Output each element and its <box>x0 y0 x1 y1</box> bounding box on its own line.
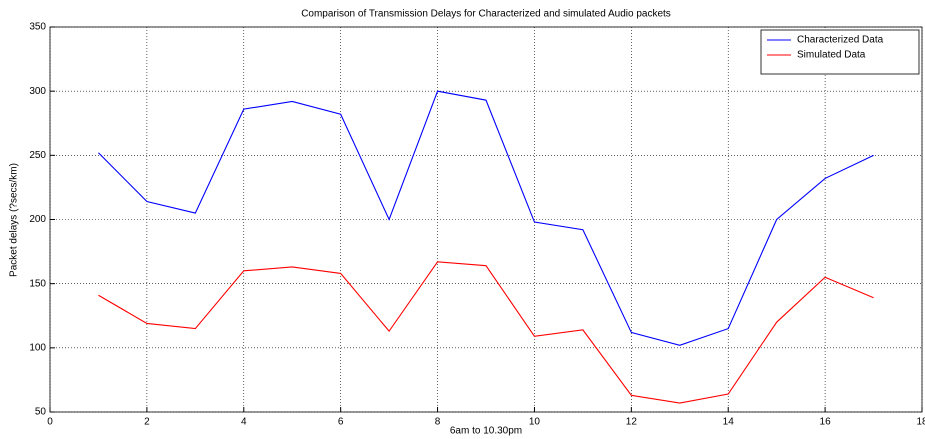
x-tick-label: 6 <box>338 417 344 428</box>
x-tick-label: 0 <box>47 417 53 428</box>
series-line <box>98 261 874 404</box>
legend-label: Simulated Data <box>797 50 866 61</box>
y-tick-label: 50 <box>35 407 47 418</box>
x-tick-label: 14 <box>723 417 735 428</box>
chart-title: Comparison of Transmission Delays for Ch… <box>301 9 671 20</box>
y-tick-label: 250 <box>29 150 46 161</box>
legend-box <box>760 29 920 75</box>
x-tick-label: 10 <box>529 417 541 428</box>
x-tick-label: 12 <box>626 417 638 428</box>
y-axis-label: Packet delays (?secs/km) <box>9 163 20 277</box>
x-tick-label: 18 <box>916 417 925 428</box>
series-line <box>98 90 874 346</box>
x-tick-label: 4 <box>241 417 247 428</box>
legend-label: Characterized Data <box>797 35 884 46</box>
x-axis-label: 6am to 10.30pm <box>450 426 522 437</box>
x-tick-label: 16 <box>820 417 832 428</box>
y-tick-label: 350 <box>29 22 46 33</box>
x-tick-label: 2 <box>144 417 150 428</box>
x-tick-label: 8 <box>435 417 441 428</box>
y-tick-label: 300 <box>29 86 46 97</box>
y-tick-label: 100 <box>29 342 46 353</box>
y-tick-label: 200 <box>29 214 46 225</box>
plot-frame <box>49 26 923 413</box>
y-tick-label: 150 <box>29 278 46 289</box>
